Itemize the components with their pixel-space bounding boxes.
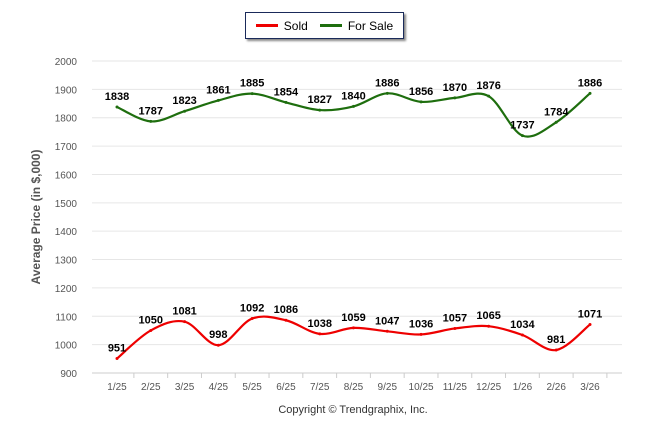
data-label-sold: 1086: [274, 304, 298, 316]
data-label-sold: 1050: [139, 314, 163, 326]
data-point-sold: [588, 322, 592, 326]
data-label-for-sale: 1827: [307, 94, 331, 106]
data-point-sold: [385, 329, 389, 333]
chart-legend: Sold For Sale: [245, 12, 404, 39]
copyright-footer: Copyright © Trendgraphix, Inc.: [278, 404, 427, 416]
x-tick-label: 4/25: [209, 382, 229, 393]
y-tick-label: 900: [60, 369, 77, 380]
data-label-sold: 1065: [476, 310, 500, 322]
data-label-for-sale: 1854: [274, 86, 299, 98]
data-label-sold: 1057: [443, 312, 467, 324]
data-point-for-sale: [453, 96, 457, 100]
data-point-for-sale: [352, 104, 355, 108]
x-tick-label: 1/25: [107, 382, 127, 393]
data-label-for-sale: 1840: [341, 90, 365, 102]
data-point-for-sale: [216, 98, 220, 102]
data-point-sold: [453, 326, 457, 330]
data-point-sold: [352, 326, 355, 330]
data-point-for-sale: [520, 134, 524, 138]
data-label-sold: 1036: [409, 318, 433, 330]
x-tick-label: 2/25: [141, 382, 161, 393]
data-label-sold: 1038: [307, 318, 331, 330]
data-point-for-sale: [419, 100, 423, 104]
y-tick-label: 1600: [55, 170, 78, 181]
x-tick-label: 7/25: [310, 382, 330, 393]
x-tick-label: 12/25: [476, 382, 501, 393]
y-axis-label: Average Price (in $,000): [29, 150, 43, 285]
y-tick-label: 1700: [55, 142, 78, 153]
data-point-sold: [149, 328, 153, 332]
legend-item-sold[interactable]: Sold: [255, 18, 308, 33]
data-label-sold: 1059: [341, 312, 365, 324]
data-label-sold: 951: [108, 343, 126, 355]
data-point-for-sale: [385, 91, 389, 95]
y-tick-label: 1900: [55, 85, 78, 96]
x-tick-label: 8/25: [344, 382, 364, 393]
y-tick-label: 1100: [55, 312, 77, 323]
y-tick-label: 2000: [55, 57, 78, 68]
data-label-sold: 1092: [240, 303, 264, 315]
y-tick-label: 1500: [55, 199, 78, 210]
legend-label-for-sale: For Sale: [347, 18, 394, 33]
data-label-for-sale: 1885: [240, 78, 264, 90]
data-label-for-sale: 1823: [172, 95, 196, 107]
y-tick-label: 1300: [55, 256, 78, 267]
x-tick-label: 11/25: [443, 382, 468, 393]
legend-swatch-for-sale: [319, 24, 342, 27]
data-point-sold: [250, 317, 254, 321]
data-point-for-sale: [250, 92, 254, 96]
y-tick-label: 1800: [55, 114, 78, 125]
data-point-sold: [520, 333, 524, 337]
data-point-sold: [487, 324, 491, 328]
data-point-sold: [115, 357, 119, 361]
data-point-for-sale: [318, 108, 322, 112]
data-label-for-sale: 1886: [578, 77, 602, 89]
x-tick-label: 9/25: [378, 382, 398, 393]
data-label-sold: 1047: [375, 315, 399, 327]
legend-label-sold: Sold: [283, 18, 308, 33]
data-label-for-sale: 1838: [105, 91, 129, 103]
data-point-for-sale: [183, 109, 187, 113]
y-tick-label: 1000: [55, 341, 78, 352]
data-point-sold: [183, 320, 187, 324]
data-label-for-sale: 1886: [375, 77, 399, 89]
data-point-for-sale: [284, 100, 288, 104]
data-point-sold: [419, 332, 423, 336]
data-point-for-sale: [149, 119, 153, 123]
x-tick-label: 3/25: [175, 382, 195, 393]
legend-item-for-sale[interactable]: For Sale: [319, 18, 394, 33]
data-label-for-sale: 1787: [139, 105, 163, 117]
data-point-sold: [554, 348, 558, 352]
x-tick-label: 5/25: [242, 382, 262, 393]
data-label-sold: 981: [547, 334, 565, 346]
data-label-for-sale: 1784: [544, 106, 569, 118]
data-point-sold: [318, 332, 322, 336]
data-label-sold: 1034: [510, 319, 535, 331]
data-label-for-sale: 1870: [443, 82, 467, 94]
data-label-sold: 998: [209, 329, 227, 341]
data-point-sold: [284, 318, 288, 322]
data-label-for-sale: 1737: [510, 120, 534, 132]
data-point-for-sale: [554, 120, 558, 124]
data-point-for-sale: [487, 94, 491, 98]
data-point-for-sale: [588, 91, 592, 95]
legend-swatch-sold: [255, 24, 278, 27]
data-point-sold: [216, 343, 220, 347]
data-label-sold: 1081: [172, 306, 196, 318]
data-point-for-sale: [115, 105, 119, 109]
x-tick-label: 10/25: [409, 382, 434, 393]
x-tick-label: 6/25: [276, 382, 296, 393]
y-tick-label: 1400: [55, 227, 78, 238]
data-label-sold: 1071: [578, 308, 602, 320]
data-label-for-sale: 1861: [206, 84, 230, 96]
x-tick-label: 1/26: [513, 382, 533, 393]
y-tick-label: 1200: [55, 284, 78, 295]
x-tick-label: 2/26: [546, 382, 566, 393]
x-tick-label: 3/26: [580, 382, 600, 393]
data-label-for-sale: 1856: [409, 86, 433, 98]
data-label-for-sale: 1876: [476, 80, 500, 92]
